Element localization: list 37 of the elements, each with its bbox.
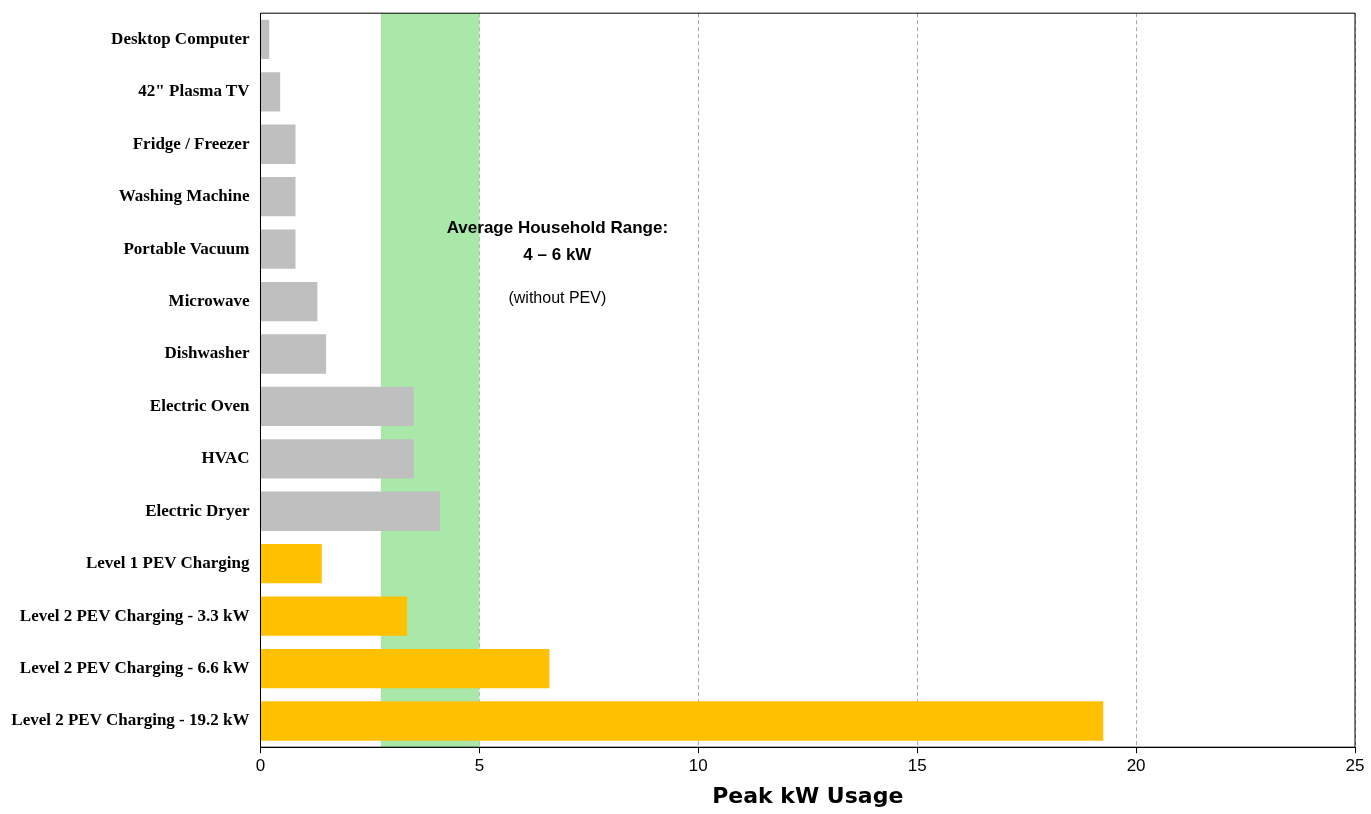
bar bbox=[260, 596, 408, 636]
y-tick-label: Microwave bbox=[168, 290, 250, 310]
bar bbox=[260, 648, 550, 689]
bar bbox=[260, 544, 322, 584]
x-tick-label: 0 bbox=[255, 756, 266, 776]
annotation: (without PEV) bbox=[508, 289, 607, 307]
y-tick-label: Desktop Computer bbox=[111, 28, 250, 48]
y-tick-label: Level 2 PEV Charging - 3.3 kW bbox=[19, 605, 250, 625]
y-tick-label: 42" Plasma TV bbox=[138, 81, 251, 101]
y-tick-label: Portable Vacuum bbox=[123, 238, 250, 258]
x-tick-label: 15 bbox=[907, 756, 927, 776]
bar bbox=[260, 386, 414, 427]
bar bbox=[260, 177, 296, 217]
y-tick-label: Fridge / Freezer bbox=[132, 133, 250, 153]
band-label: Average Household Range: 4 – 6 kW bbox=[446, 218, 669, 265]
bar bbox=[260, 72, 281, 112]
bar bbox=[260, 439, 414, 479]
bar bbox=[260, 124, 296, 164]
bar bbox=[260, 229, 296, 269]
bar bbox=[260, 281, 318, 322]
y-tick-label: Electric Oven bbox=[149, 395, 251, 415]
y-tick-label: Level 1 PEV Charging bbox=[85, 553, 250, 573]
bar bbox=[260, 19, 270, 60]
y-tick-label: Washing Machine bbox=[118, 186, 250, 206]
bar bbox=[260, 334, 327, 374]
x-tick-label: 20 bbox=[1126, 756, 1146, 776]
y-tick-label: Dishwasher bbox=[164, 343, 250, 363]
y-tick-label: Electric Dryer bbox=[145, 500, 250, 520]
x-tick-label: 10 bbox=[688, 756, 708, 776]
x-tick-label: 25 bbox=[1345, 756, 1365, 776]
y-tick-label: Level 2 PEV Charging - 6.6 kW bbox=[19, 657, 250, 677]
y-tick-label: Level 2 PEV Charging - 19.2 kW bbox=[11, 710, 250, 730]
x-tick-label: 5 bbox=[474, 756, 485, 776]
x-axis-title: Peak kW Usage bbox=[712, 782, 904, 808]
y-tick-label: HVAC bbox=[201, 448, 250, 468]
bar bbox=[260, 491, 440, 531]
bar bbox=[260, 701, 1104, 741]
